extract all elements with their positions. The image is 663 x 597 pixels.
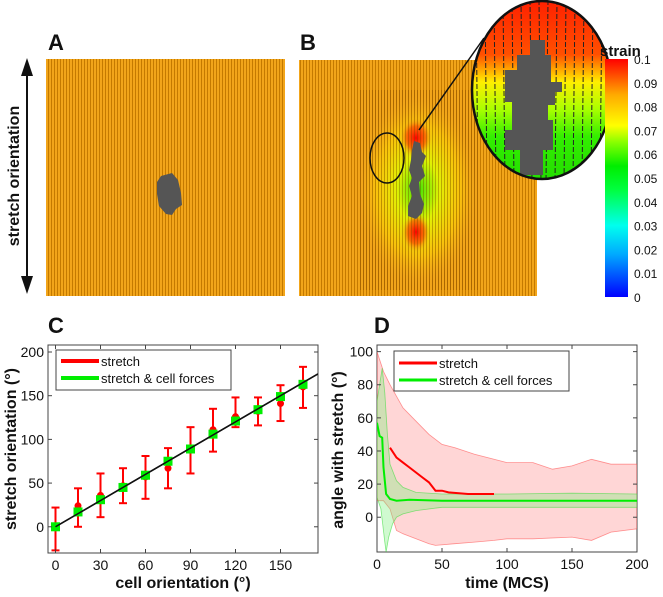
x-tick-label: 120 xyxy=(224,557,248,573)
colorbar-tick-label: 0.01 xyxy=(634,267,658,281)
y-axis-label: angle with stretch (°) xyxy=(330,371,347,529)
x-tick-label: 0 xyxy=(373,556,381,572)
legend-label-stretch: stretch xyxy=(439,356,478,371)
y-tick-label: 100 xyxy=(350,344,374,360)
y-tick-label: 80 xyxy=(357,377,373,393)
x-axis-label: time (MCS) xyxy=(465,575,549,592)
point-stretch xyxy=(277,400,284,408)
band-cell-forces xyxy=(377,368,637,552)
colorbar-tick-label: 0.06 xyxy=(634,148,658,162)
point-cell-forces xyxy=(276,392,285,402)
y-tick-label: 40 xyxy=(357,443,373,459)
colorbar-title: strain xyxy=(600,43,641,60)
colorbar-tick-label: 0.02 xyxy=(634,243,658,257)
x-tick-label: 90 xyxy=(183,557,199,573)
y-tick-label: 150 xyxy=(21,388,45,404)
x-tick-label: 150 xyxy=(269,557,293,573)
point-cell-forces xyxy=(73,507,83,517)
x-tick-label: 200 xyxy=(625,556,649,572)
legend-label-cell-forces: stretch & cell forces xyxy=(101,371,215,386)
panel-label-b: B xyxy=(300,30,316,55)
colorbar-tick-label: 0.04 xyxy=(634,196,658,210)
y-tick-label: 50 xyxy=(28,475,44,491)
point-cell-forces xyxy=(186,444,195,454)
mesh-panel-a xyxy=(46,59,285,296)
field-line xyxy=(572,1,576,179)
panel-label-d: D xyxy=(374,313,390,338)
x-axis-label: cell orientation (°) xyxy=(115,575,250,592)
y-tick-label: 60 xyxy=(357,410,373,426)
chart-c: 0 30 60 90 120 150 0 50 100 150 200 cell orientati… xyxy=(3,344,319,592)
y-axis-label: stretch orientation (°) xyxy=(3,368,20,530)
x-tick-label: 60 xyxy=(138,557,154,573)
field-line xyxy=(502,1,506,179)
point-cell-forces xyxy=(298,379,308,389)
fit-line xyxy=(55,373,318,528)
x-tick-label: 0 xyxy=(52,557,60,573)
y-tick-label: 20 xyxy=(357,476,373,492)
panel-label-c: C xyxy=(48,313,64,338)
point-cell-forces xyxy=(96,495,105,505)
colorbar-tick-label: 0 xyxy=(634,291,641,305)
legend: stretch stretch & cell forces xyxy=(393,350,570,392)
colorbar-tick-label: 0.07 xyxy=(634,124,658,138)
y-tick-label: 200 xyxy=(21,344,45,360)
point-cell-forces xyxy=(253,405,263,415)
x-tick-label: 50 xyxy=(434,556,450,572)
y-tick-label: 0 xyxy=(36,519,44,535)
legend-label-stretch: stretch xyxy=(101,354,140,369)
x-tick-label: 100 xyxy=(495,556,519,572)
legend-label-cell-forces: stretch & cell forces xyxy=(439,373,553,388)
colorbar-tick-label: 0.05 xyxy=(634,172,658,186)
point-stretch xyxy=(164,464,172,472)
field-line xyxy=(581,1,585,179)
colorbar-tick-label: 0.09 xyxy=(634,77,658,91)
x-tick-label: 30 xyxy=(93,557,109,573)
legend: stretch stretch & cell forces xyxy=(55,349,232,391)
y-tick-label: 100 xyxy=(21,431,45,447)
colorbar-tick-label: 0.08 xyxy=(634,101,658,115)
stretch-orientation-label: stretch orientation xyxy=(6,106,23,246)
line-stretch xyxy=(389,447,494,495)
x-tick-label: 150 xyxy=(560,556,584,572)
magnified-inset xyxy=(470,0,614,181)
panel-label-a: A xyxy=(48,30,64,55)
field-line xyxy=(563,1,567,179)
point-cell-forces xyxy=(141,470,150,480)
point-cell-forces xyxy=(208,429,218,439)
band-stretch xyxy=(377,351,637,546)
chart-d: 0 50 100 150 200 0 20 40 60 80 100 time (MCS) angl… xyxy=(330,344,649,592)
colorbar xyxy=(605,59,628,297)
line-cell-forces xyxy=(377,422,637,502)
field-line xyxy=(493,1,497,179)
y-tick-label: 0 xyxy=(365,509,373,525)
colorbar-tick-label: 0.1 xyxy=(634,53,651,67)
cell-shape xyxy=(408,141,426,219)
point-cell-forces xyxy=(231,416,240,426)
cell-shape xyxy=(157,173,182,215)
stretch-arrow-icon xyxy=(21,58,33,294)
colorbar-tick-label: 0.03 xyxy=(634,220,658,234)
